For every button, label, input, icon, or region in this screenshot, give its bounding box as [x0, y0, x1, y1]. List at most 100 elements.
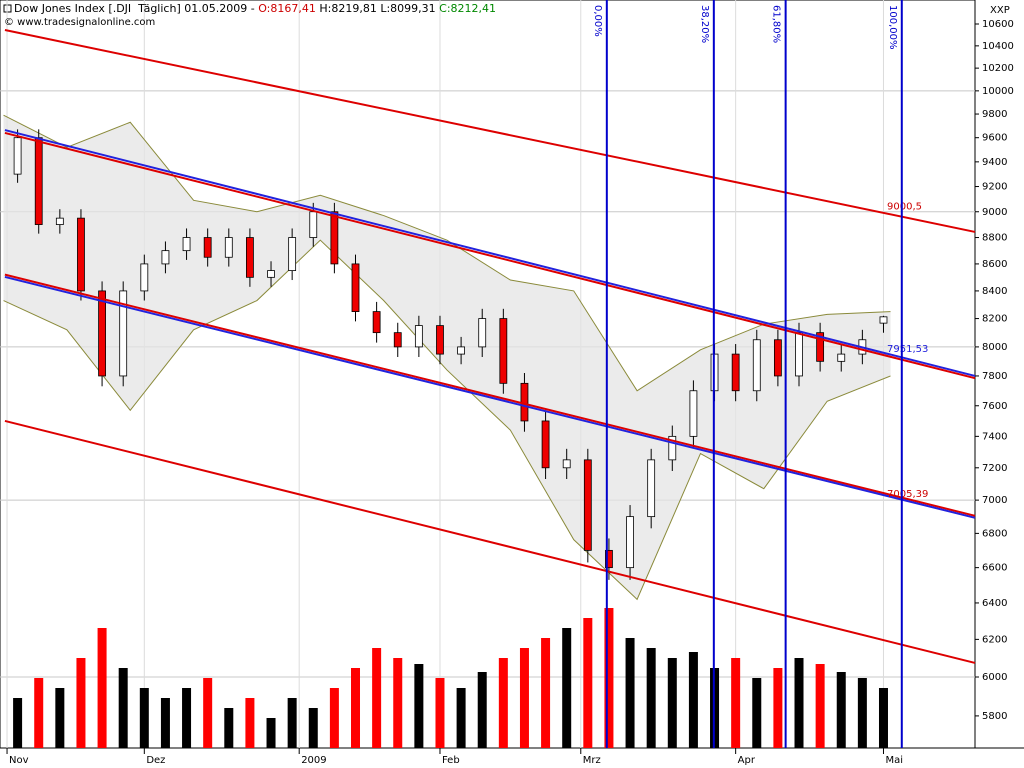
y-tick-label: 10200 — [982, 63, 1014, 74]
volume-bar — [224, 708, 234, 748]
y-tick-label: 9200 — [982, 182, 1007, 193]
volume-bar — [393, 658, 403, 748]
volume-bar — [752, 678, 762, 748]
candle-body — [393, 332, 402, 348]
y-tick-label: 6600 — [982, 563, 1007, 574]
volume-bar — [182, 688, 192, 748]
candle-body — [626, 516, 634, 569]
volume-bar — [97, 628, 107, 748]
volume-bar — [456, 688, 466, 748]
candle-body — [161, 250, 170, 265]
candle-body — [414, 325, 423, 348]
candle-body — [203, 237, 212, 258]
chart-title: Dow Jones Index [.DJI Täglich] 01.05.200… — [14, 2, 496, 15]
y-tick-label: 10600 — [982, 19, 1014, 30]
candle-body — [816, 332, 825, 362]
volume-bar — [667, 658, 677, 748]
volume-bar — [477, 672, 487, 748]
candle-body — [583, 459, 592, 551]
trendline — [4, 131, 976, 380]
candle-body — [351, 263, 360, 312]
volume-bar — [13, 698, 23, 748]
candle-body — [13, 137, 22, 175]
title-part: Dow Jones Index [.DJI Täglich] 01.05.200… — [14, 2, 259, 15]
band-lower — [3, 239, 891, 601]
volume-bar — [625, 638, 635, 748]
volume-bar — [308, 708, 318, 748]
y-tick-label: 6400 — [982, 598, 1007, 609]
candle-body — [837, 353, 846, 362]
candle-body — [689, 390, 698, 437]
volume-bar — [688, 652, 698, 748]
volume-bar — [646, 648, 656, 748]
volume-bar — [836, 672, 846, 748]
line-label: 7005,39 — [887, 489, 928, 500]
candle-body — [288, 237, 297, 272]
x-tick-label: Mrz — [583, 755, 601, 766]
y-tick-label: 6800 — [982, 528, 1007, 539]
fib-label: 61,80% — [771, 5, 782, 43]
volume-bar — [287, 698, 297, 748]
candle-body — [752, 339, 761, 392]
candle-body — [541, 420, 550, 469]
y-tick-label: 8400 — [982, 286, 1007, 297]
y-tick-label: 9800 — [982, 109, 1007, 120]
trendline — [4, 28, 976, 233]
volume-bar — [541, 638, 551, 748]
volume-bar — [519, 648, 529, 748]
title-part: C:8212,41 — [435, 2, 497, 15]
fib-label: 0,00% — [592, 5, 603, 37]
volume-bar — [878, 688, 888, 748]
candle-body — [309, 211, 318, 238]
volume-bar — [329, 688, 339, 748]
volume-bar — [203, 678, 213, 748]
volume-bar — [245, 698, 255, 748]
y-tick-label: 7600 — [982, 401, 1007, 412]
volume-bar — [160, 698, 170, 748]
candle-body — [605, 549, 613, 569]
volume-bar — [76, 658, 86, 748]
volume-bar — [815, 664, 825, 748]
candle-body — [879, 316, 888, 324]
volume-bar — [55, 688, 65, 748]
y-tick-label: 6000 — [982, 672, 1007, 683]
trendline — [4, 273, 976, 517]
y-tick-label: 9000 — [982, 207, 1007, 218]
fib-label: 100,00% — [887, 5, 898, 50]
volume-bar — [351, 668, 361, 748]
chart-subtitle: © www.tradesignalonline.com — [4, 17, 156, 28]
volume-bar — [498, 658, 508, 748]
volume-bar — [562, 628, 572, 748]
candle-body — [267, 270, 275, 278]
candle-body — [478, 318, 487, 348]
y-tick-label: 7200 — [982, 463, 1007, 474]
candle-body — [647, 459, 656, 518]
y-tick-label: 9400 — [982, 157, 1007, 168]
y-tick-label: 8200 — [982, 314, 1007, 325]
candle-body — [224, 237, 233, 258]
y-tick-label: 6200 — [982, 634, 1007, 645]
title-part: H:8219,81 — [315, 2, 377, 15]
candle-body — [34, 137, 43, 225]
x-tick-label: Feb — [442, 755, 460, 766]
candle-body — [372, 311, 381, 334]
title-part: L:8099,31 — [376, 2, 436, 15]
candle-body — [436, 325, 444, 355]
y-tick-label: 10000 — [982, 86, 1014, 97]
y-tick-label: 8600 — [982, 259, 1007, 270]
volume-bar — [139, 688, 149, 748]
x-tick-label: Apr — [738, 755, 756, 766]
candle-body — [668, 435, 677, 461]
band-fill — [3, 115, 891, 600]
volume-bar — [583, 618, 593, 748]
y-tick-label: 8800 — [982, 233, 1007, 244]
title-part: O:8167,41 — [258, 2, 316, 15]
candle-body — [330, 211, 339, 265]
fib-label: 38,20% — [699, 5, 710, 43]
line-label: 9000,5 — [887, 202, 922, 213]
y-tick-label: 7800 — [982, 371, 1007, 382]
y-axis-label: XXP — [990, 5, 1010, 16]
x-tick-label: Nov — [9, 755, 29, 766]
x-tick-label: Mai — [885, 755, 903, 766]
